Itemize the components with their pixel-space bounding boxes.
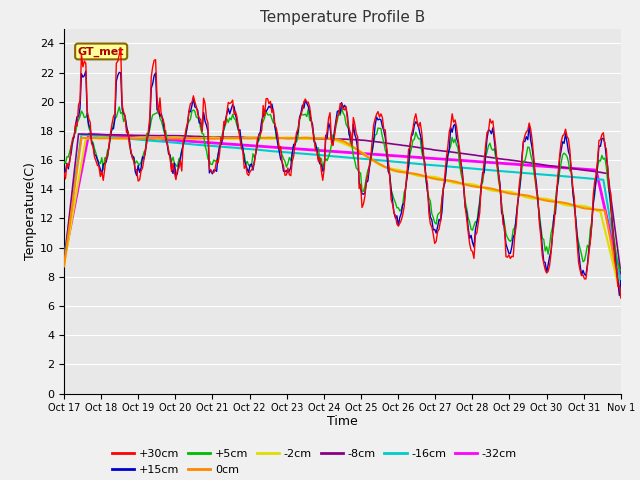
Legend: +30cm, +15cm, +5cm, 0cm, -2cm, -8cm, -16cm, -32cm: +30cm, +15cm, +5cm, 0cm, -2cm, -8cm, -16… [108,445,522,479]
Text: GT_met: GT_met [78,47,124,57]
X-axis label: Time: Time [327,415,358,428]
Title: Temperature Profile B: Temperature Profile B [260,10,425,25]
Y-axis label: Temperature(C): Temperature(C) [24,162,37,260]
